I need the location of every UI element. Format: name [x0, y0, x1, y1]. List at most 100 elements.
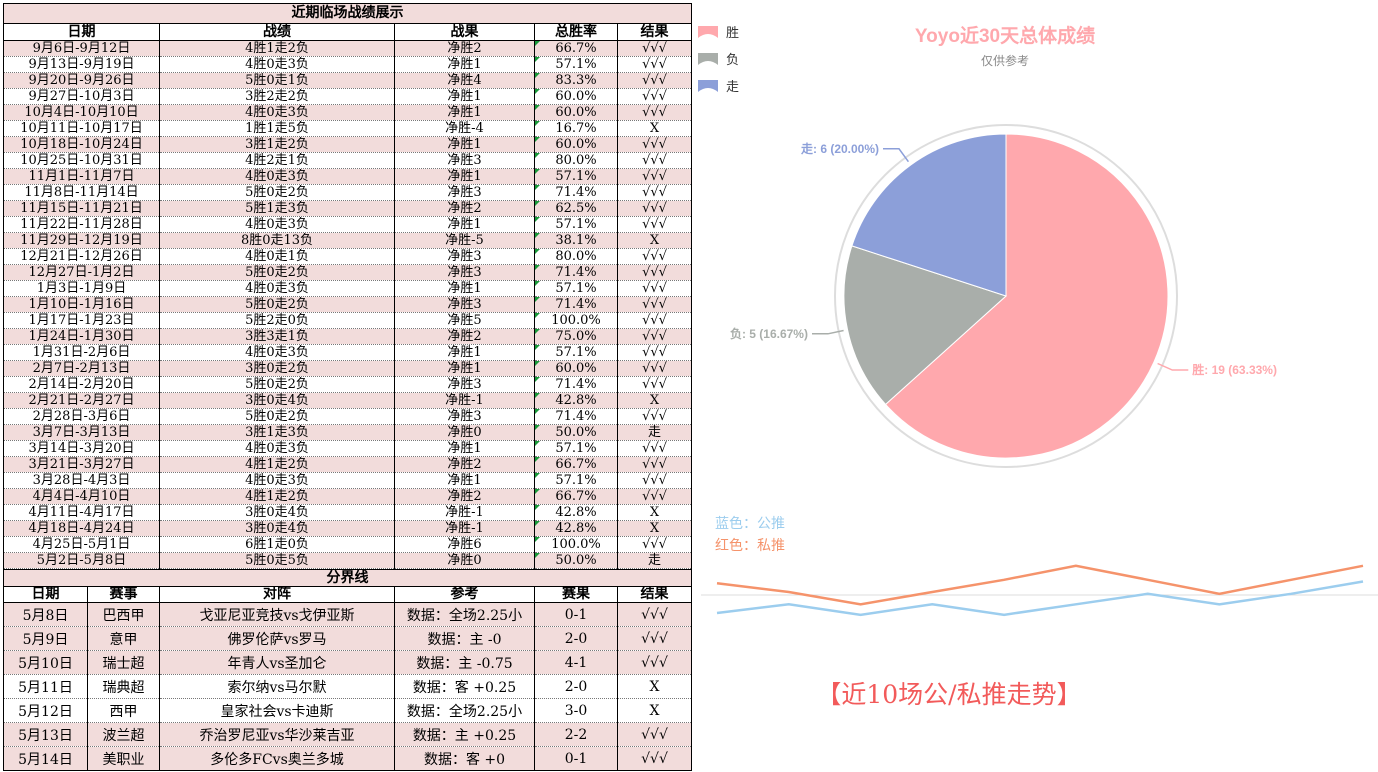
week-net-cell: 净胜1 — [394, 472, 535, 489]
week-date-cell: 10月11日-10月17日 — [3, 120, 160, 137]
pick-score-cell: 2-0 — [534, 626, 618, 651]
week-record-cell: 5胜2走0负 — [159, 312, 395, 329]
weekly-col-header: 结果 — [616, 23, 693, 41]
week-date-cell: 1月31日-2月6日 — [3, 344, 160, 361]
weekly-row: 2月21日-2月27日 3胜0走4负 净胜-1 42.8% X — [3, 392, 693, 409]
legend-label: 负 — [726, 52, 739, 67]
pie-slice-label: 胜: 19 (63.33%) — [1192, 362, 1277, 377]
weekly-row: 11月15日-11月21日 5胜1走3负 净胜2 62.5% √√√ — [3, 200, 693, 217]
pick-league-cell: 意甲 — [87, 626, 160, 651]
weekly-row: 10月11日-10月17日 1胜1走5负 净胜-4 16.7% X — [3, 120, 693, 137]
pick-league-cell: 巴西甲 — [87, 602, 160, 627]
pick-date-cell: 5月11日 — [3, 674, 88, 699]
week-winrate-cell: 38.1% — [534, 232, 618, 249]
pick-match-cell: 年青人vs圣加仑 — [159, 650, 395, 675]
pick-date-cell: 5月13日 — [3, 722, 88, 747]
pie-outer-ring — [834, 124, 1178, 468]
week-net-cell: 净胜0 — [394, 424, 535, 441]
week-date-cell: 4月18日-4月24日 — [3, 520, 160, 537]
pick-date-cell: 5月14日 — [3, 746, 88, 771]
legend-swatch — [698, 53, 718, 65]
weekly-row: 9月6日-9月12日 4胜1走2负 净胜2 66.7% √√√ — [3, 40, 693, 57]
week-result-cell: √√√ — [616, 104, 693, 121]
week-record-cell: 4胜0走3负 — [159, 344, 395, 361]
week-net-cell: 净胜3 — [394, 296, 535, 313]
week-net-cell: 净胜-1 — [394, 504, 535, 521]
week-date-cell: 1月3日-1月9日 — [3, 280, 160, 297]
week-winrate-cell: 62.5% — [534, 200, 618, 217]
week-winrate-cell: 66.7% — [534, 40, 618, 57]
pick-league-cell: 西甲 — [87, 698, 160, 723]
week-result-cell: √√√ — [616, 488, 693, 505]
week-net-cell: 净胜1 — [394, 168, 535, 185]
week-net-cell: 净胜0 — [394, 552, 535, 569]
line-series-私推 — [716, 564, 1364, 606]
week-winrate-cell: 57.1% — [534, 440, 618, 457]
pick-score-cell: 0-1 — [534, 602, 618, 627]
weekly-row: 4月25日-5月1日 6胜1走0负 净胜6 100.0% √√√ — [3, 536, 693, 553]
week-winrate-cell: 42.8% — [534, 504, 618, 521]
pick-date-cell: 5月10日 — [3, 650, 88, 675]
week-net-cell: 净胜3 — [394, 184, 535, 201]
week-date-cell: 1月17日-1月23日 — [3, 312, 160, 329]
legend-label: 走 — [726, 79, 739, 94]
week-net-cell: 净胜1 — [394, 344, 535, 361]
week-result-cell: √√√ — [616, 456, 693, 473]
week-net-cell: 净胜6 — [394, 536, 535, 553]
week-winrate-cell: 60.0% — [534, 104, 618, 121]
week-net-cell: 净胜-1 — [394, 520, 535, 537]
pick-row: 5月13日 波兰超 乔治罗尼亚vs华沙莱吉亚 数据：主 +0.25 2-2 √√√ — [3, 722, 693, 747]
weekly-col-header: 战果 — [394, 23, 535, 41]
week-result-cell: √√√ — [616, 200, 693, 217]
pick-match-cell: 多伦多FCvs奥兰多城 — [159, 746, 395, 771]
pick-row: 5月10日 瑞士超 年青人vs圣加仑 数据：主 -0.75 4-1 √√√ — [3, 650, 693, 675]
week-net-cell: 净胜1 — [394, 440, 535, 457]
week-net-cell: 净胜1 — [394, 280, 535, 297]
pick-result-cell: X — [616, 698, 693, 723]
week-record-cell: 6胜1走0负 — [159, 536, 395, 553]
weekly-row: 12月27日-1月2日 5胜0走2负 净胜3 71.4% √√√ — [3, 264, 693, 281]
weekly-row: 11月1日-11月7日 4胜0走3负 净胜1 57.1% √√√ — [3, 168, 693, 185]
week-result-cell: √√√ — [616, 56, 693, 73]
weekly-row: 1月17日-1月23日 5胜2走0负 净胜5 100.0% √√√ — [3, 312, 693, 329]
week-net-cell: 净胜1 — [394, 360, 535, 377]
pick-match-cell: 佛罗伦萨vs罗马 — [159, 626, 395, 651]
week-result-cell: √√√ — [616, 184, 693, 201]
week-result-cell: √√√ — [616, 440, 693, 457]
week-date-cell: 1月10日-1月16日 — [3, 296, 160, 313]
divider-title: 分界线 — [2, 569, 693, 587]
week-record-cell: 5胜0走2负 — [159, 376, 395, 393]
week-result-cell: √√√ — [616, 72, 693, 89]
week-net-cell: 净胜3 — [394, 264, 535, 281]
pick-league-cell: 波兰超 — [87, 722, 160, 747]
week-record-cell: 5胜1走3负 — [159, 200, 395, 217]
pick-reference-cell: 数据：全场2.25小 — [394, 602, 535, 627]
legend-swatch — [698, 80, 718, 92]
week-result-cell: X — [616, 520, 693, 537]
week-winrate-cell: 80.0% — [534, 248, 618, 265]
picks-col-header: 日期 — [3, 586, 88, 603]
pick-result-cell: √√√ — [616, 650, 693, 675]
results-tables: 近期临场战绩展示 日期 战绩 战果 总胜率 结果 9月6日-9月12日 4胜1走2负 净胜2… — [2, 3, 693, 771]
week-net-cell: 净胜2 — [394, 488, 535, 505]
weekly-row: 1月24日-1月30日 3胜3走1负 净胜2 75.0% √√√ — [3, 328, 693, 345]
legend-swatch — [698, 26, 718, 38]
pick-date-cell: 5月8日 — [3, 602, 88, 627]
week-result-cell: √√√ — [616, 328, 693, 345]
weekly-row: 3月14日-3月20日 4胜0走3负 净胜1 57.1% √√√ — [3, 440, 693, 457]
weekly-row: 3月7日-3月13日 3胜1走3负 净胜0 50.0% 走 — [3, 424, 693, 441]
week-date-cell: 2月28日-3月6日 — [3, 408, 160, 425]
week-result-cell: 走 — [616, 552, 693, 569]
weekly-results-table: 近期临场战绩展示 日期 战绩 战果 总胜率 结果 9月6日-9月12日 4胜1走2负 净胜2… — [2, 3, 693, 569]
week-result-cell: √√√ — [616, 312, 693, 329]
week-record-cell: 3胜1走2负 — [159, 136, 395, 153]
pick-league-cell: 瑞典超 — [87, 674, 160, 699]
pick-result-cell: X — [616, 674, 693, 699]
week-record-cell: 4胜0走3负 — [159, 216, 395, 233]
weekly-row: 10月18日-10月24日 3胜1走2负 净胜1 60.0% √√√ — [3, 136, 693, 153]
weekly-row: 5月2日-5月8日 5胜0走5负 净胜0 50.0% 走 — [3, 552, 693, 569]
week-winrate-cell: 57.1% — [534, 472, 618, 489]
pick-league-cell: 美职业 — [87, 746, 160, 771]
pick-row: 5月9日 意甲 佛罗伦萨vs罗马 数据：主 -0 2-0 √√√ — [3, 626, 693, 651]
weekly-row: 9月27日-10月3日 3胜2走2负 净胜1 60.0% √√√ — [3, 88, 693, 105]
